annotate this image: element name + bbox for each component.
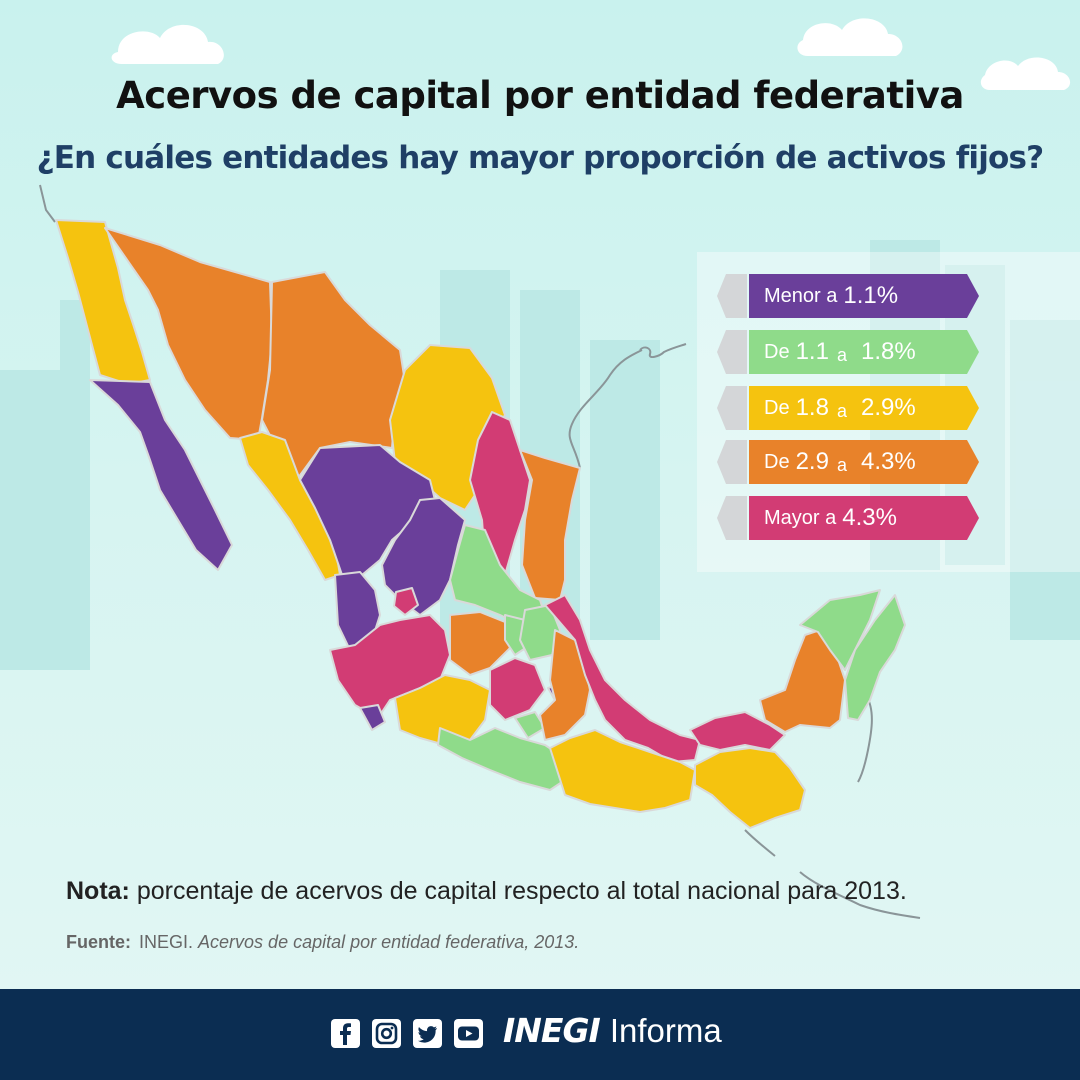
legend-item: De 2.9 a 4.3% (717, 440, 979, 484)
state-aguascalientes (393, 587, 419, 616)
source-org: INEGI. (139, 932, 194, 952)
legend-item: De 1.1 a 1.8% (717, 330, 979, 374)
state-jalisco (329, 614, 451, 719)
legend-low: 1.8 (795, 394, 829, 421)
legend-connector: a (836, 344, 847, 365)
state-guanajuato (449, 611, 511, 676)
source-title: Acervos de capital por entidad federativ… (198, 932, 580, 952)
legend-low: 1.1 (795, 338, 829, 365)
legend-connector: a (836, 400, 847, 421)
instagram-icon[interactable] (372, 1019, 401, 1048)
source-label: Fuente: (66, 932, 131, 952)
legend-tab (717, 330, 747, 374)
state-zacatecas (381, 497, 466, 616)
state-mexico (489, 657, 546, 721)
page-title: Acervos de capital por entidad federativ… (116, 74, 964, 117)
coastline-lines (39, 184, 921, 919)
legend-prefix: De (764, 450, 790, 473)
state-baja-california (55, 219, 151, 385)
state-tamaulipas (519, 449, 581, 601)
state-michoacan (394, 674, 491, 746)
legend-high: 4.3% (860, 448, 916, 475)
map-legend: Menor a 1.1% De 1.1 a 1.8% De 1.8 a 2.9% (697, 252, 1080, 572)
legend-high: 2.9% (860, 394, 916, 421)
legend-connector: a (836, 454, 847, 475)
state-veracruz (544, 594, 701, 763)
legend-bar: Mayor a 4.3% (749, 496, 979, 540)
legend-bar: De 1.8 a 2.9% (749, 386, 979, 430)
legend-low: 2.9 (795, 448, 829, 475)
legend-tab (717, 440, 747, 484)
state-oaxaca (549, 729, 696, 813)
state-chihuahua (261, 271, 406, 479)
legend-item: De 1.8 a 2.9% (717, 386, 979, 430)
legend-tab (717, 274, 747, 318)
state-chiapas (694, 747, 806, 829)
legend-tab (717, 496, 747, 540)
note-text: porcentaje de acervos de capital respect… (136, 877, 907, 905)
state-colima (359, 704, 386, 731)
legend-bar: De 1.1 a 1.8% (749, 330, 979, 374)
state-quintana-roo (844, 594, 906, 721)
legend-prefix: Mayor a (764, 506, 837, 529)
legend-tab (717, 386, 747, 430)
legend-high: 1.8% (860, 338, 916, 365)
page-subtitle: ¿En cuáles entidades hay mayor proporció… (36, 140, 1045, 176)
inegi-informa-logo[interactable]: INEGI Informa (503, 1011, 722, 1050)
twitter-icon[interactable] (413, 1019, 442, 1048)
legend-low: 4.3% (842, 504, 897, 531)
brand-light: Informa (609, 1012, 722, 1049)
legend-bar: De 2.9 a 4.3% (749, 440, 979, 484)
mexico-map (39, 184, 921, 919)
note-label: Nota: (66, 877, 130, 905)
legend-prefix: De (764, 340, 790, 363)
state-tabasco (689, 711, 786, 751)
state-baja-california-sur (89, 379, 233, 571)
legend-bar: Menor a 1.1% (749, 274, 979, 318)
youtube-icon[interactable] (454, 1019, 483, 1048)
brand-bold: INEGI (503, 1011, 601, 1050)
source: Fuente: INEGI. Acervos de capital por ent… (66, 932, 579, 953)
legend-item: Menor a 1.1% (717, 274, 979, 318)
note: Nota: porcentaje de acervos de capital r… (66, 877, 907, 906)
facebook-icon[interactable] (331, 1019, 360, 1048)
state-yucatan (799, 589, 881, 671)
legend-item: Mayor a 4.3% (717, 496, 979, 540)
legend-prefix: De (764, 396, 790, 419)
legend-prefix: Menor a (764, 284, 838, 307)
legend-low: 1.1% (843, 282, 899, 309)
footer-bar: INEGI Informa (0, 989, 1080, 1080)
